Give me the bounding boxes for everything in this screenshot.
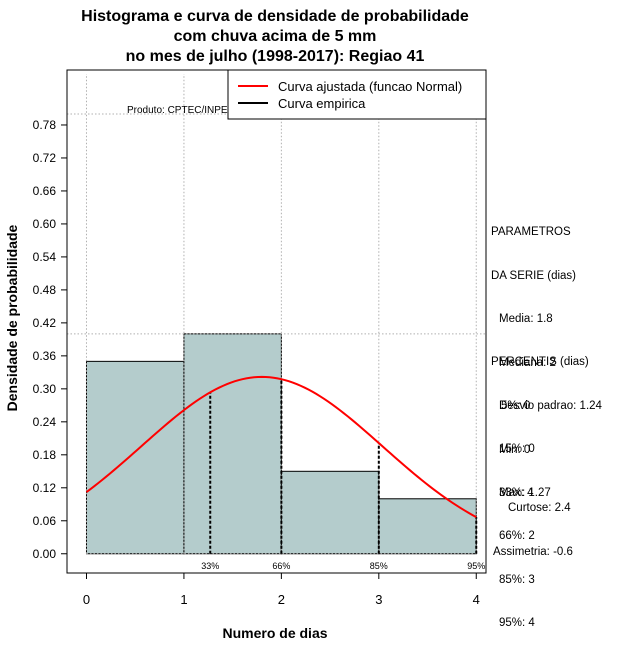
y-tick-label: 0.78	[33, 118, 57, 132]
legend-label: Curva ajustada (funcao Normal)	[278, 79, 462, 94]
y-tick-label: 0.66	[33, 184, 57, 198]
y-tick-label: 0.06	[33, 514, 57, 528]
y-tick-label: 0.36	[33, 349, 57, 363]
y-tick-label: 0.72	[33, 151, 57, 165]
percentile-label: 95%	[467, 561, 485, 571]
y-tick-label: 0.48	[33, 283, 57, 297]
chart-title-line-3: no mes de julho (1998-2017): Regiao 41	[125, 48, 425, 65]
x-tick-label: 1	[180, 592, 187, 607]
x-tick-label: 3	[375, 592, 382, 607]
curtose-value: Curtose: 2.4	[508, 502, 571, 514]
product-label: Produto: CPTEC/INPE	[127, 105, 228, 116]
parametros-heading-1: PARAMETROS	[491, 226, 571, 238]
percentil-item: 5%: 0	[501, 399, 531, 412]
percentil-item: 95%: 4	[499, 617, 535, 629]
x-tick-label: 4	[473, 592, 480, 607]
percentis-panel: PERCENTIS (dias) 5%: 0 15%: 0 33%: 1.27 …	[491, 326, 589, 645]
percentile-label: 66%	[272, 561, 290, 571]
parametros-heading-2: DA SERIE (dias)	[491, 269, 576, 282]
parametros-max: Max: 4	[499, 487, 534, 499]
percentil-item: 15%: 0	[499, 443, 535, 455]
y-tick-label: 0.54	[33, 250, 57, 264]
legend-label: Curva empirica	[278, 96, 366, 111]
chart-title-line-2: com chuva acima de 5 mm	[173, 28, 377, 45]
percentile-label: 85%	[370, 561, 388, 571]
y-tick-label: 0.42	[33, 316, 57, 330]
forma-panel: Curtose: 2.4 Assimetria: -0.6	[493, 472, 573, 574]
percentile-label: 33%	[201, 561, 219, 571]
percentil-item: 66%: 2	[499, 530, 535, 542]
y-axis-label: Densidade de probabilidade	[4, 224, 20, 412]
histogram-bar	[280, 470, 380, 555]
legend-box	[227, 69, 487, 120]
histogram-bar	[378, 498, 477, 555]
percentis-heading: PERCENTIS (dias)	[491, 356, 589, 368]
parametros-min: Min: 0	[499, 443, 531, 456]
y-tick-label: 0.30	[33, 382, 57, 396]
x-tick-label: 0	[83, 592, 90, 607]
y-tick-label: 0.24	[33, 415, 57, 429]
histogram-bar	[85, 360, 185, 555]
y-tick-label: 0.12	[33, 481, 57, 495]
parametros-mediana: Mediana: 2	[499, 356, 556, 369]
parametros-panel: PARAMETROS DA SERIE (dias) Media: 1.8 Me…	[491, 196, 602, 515]
parametros-media: Media: 1.8	[499, 313, 553, 325]
percentil-item: 33%: 1.27	[499, 486, 551, 499]
histogram-bar	[183, 333, 282, 555]
chart-title-line-1: Histograma e curva de densidade de proba…	[81, 8, 469, 25]
parametros-desvio: Desvio padrao: 1.24	[499, 400, 602, 412]
x-tick-label: 2	[278, 592, 285, 607]
y-tick-label: 0.00	[33, 547, 57, 561]
normal-fit-curve	[85, 375, 477, 518]
assimetria-value: Assimetria: -0.6	[493, 545, 573, 558]
y-tick-label: 0.60	[33, 217, 57, 231]
x-axis-label: Numero de dias	[222, 625, 328, 641]
percentil-item: 85%: 3	[499, 573, 535, 586]
y-tick-label: 0.18	[33, 448, 57, 462]
